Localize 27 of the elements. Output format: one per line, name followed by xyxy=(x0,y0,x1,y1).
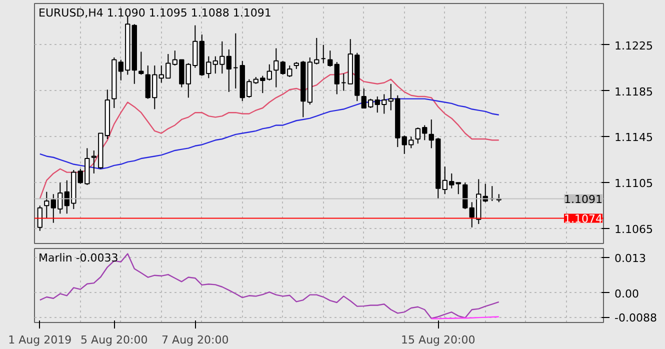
x-tick-label: 15 Aug 20:00 xyxy=(401,334,476,346)
candlestick xyxy=(44,191,50,219)
candlestick xyxy=(226,48,232,92)
candlestick xyxy=(266,64,272,81)
y-tick-label: 1.1105 xyxy=(614,177,653,190)
y-tick-label: 1.1185 xyxy=(614,85,653,98)
x-tick-label: 5 Aug 20:00 xyxy=(80,334,148,346)
y-tick-label: 0.013 xyxy=(614,252,646,265)
candlestick xyxy=(138,51,144,76)
candlestick xyxy=(37,205,42,232)
candlestick xyxy=(328,50,333,68)
ref-line-label: 1.1074 xyxy=(564,212,603,226)
y-tick-label: -0.0088 xyxy=(614,312,657,325)
x-tick-label: 7 Aug 20:00 xyxy=(162,334,229,346)
candlestick xyxy=(462,182,468,210)
y-tick-label: 1.1145 xyxy=(614,131,653,144)
ref-line-label: 1.1091 xyxy=(564,193,603,206)
candlestick xyxy=(274,48,279,88)
y-tick-label: 1.1225 xyxy=(614,39,653,52)
chart-title: EURUSD,H4 1.1090 1.1095 1.1088 1.1091 xyxy=(38,6,272,20)
line-series xyxy=(39,253,500,319)
y-tick-label: 0.00 xyxy=(614,287,639,300)
y-tick-label: 1.1065 xyxy=(614,223,653,236)
x-tick-label: 1 Aug 2019 xyxy=(8,334,72,346)
candlestick xyxy=(334,62,340,95)
candlestick xyxy=(456,182,461,195)
chart-title: Marlin -0.0033 xyxy=(38,252,118,264)
